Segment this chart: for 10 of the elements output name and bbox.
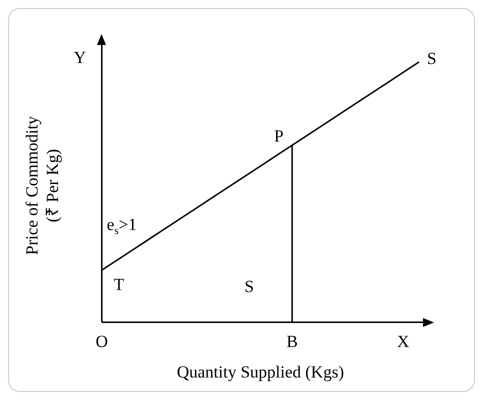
annotation: T: [114, 275, 125, 294]
x-tick-label: O: [96, 332, 108, 351]
x-axis-title: Quantity Supplied (Kgs): [176, 362, 344, 382]
annotation: S: [427, 49, 436, 68]
x-tick-label: B: [286, 332, 298, 351]
annotation: P: [274, 126, 284, 146]
x-tick-label: X: [397, 332, 410, 351]
y-axis-title: Price of Commodity (₹ Per Kg): [22, 116, 62, 256]
annotation: S: [244, 277, 254, 296]
text: Y: [74, 48, 86, 67]
